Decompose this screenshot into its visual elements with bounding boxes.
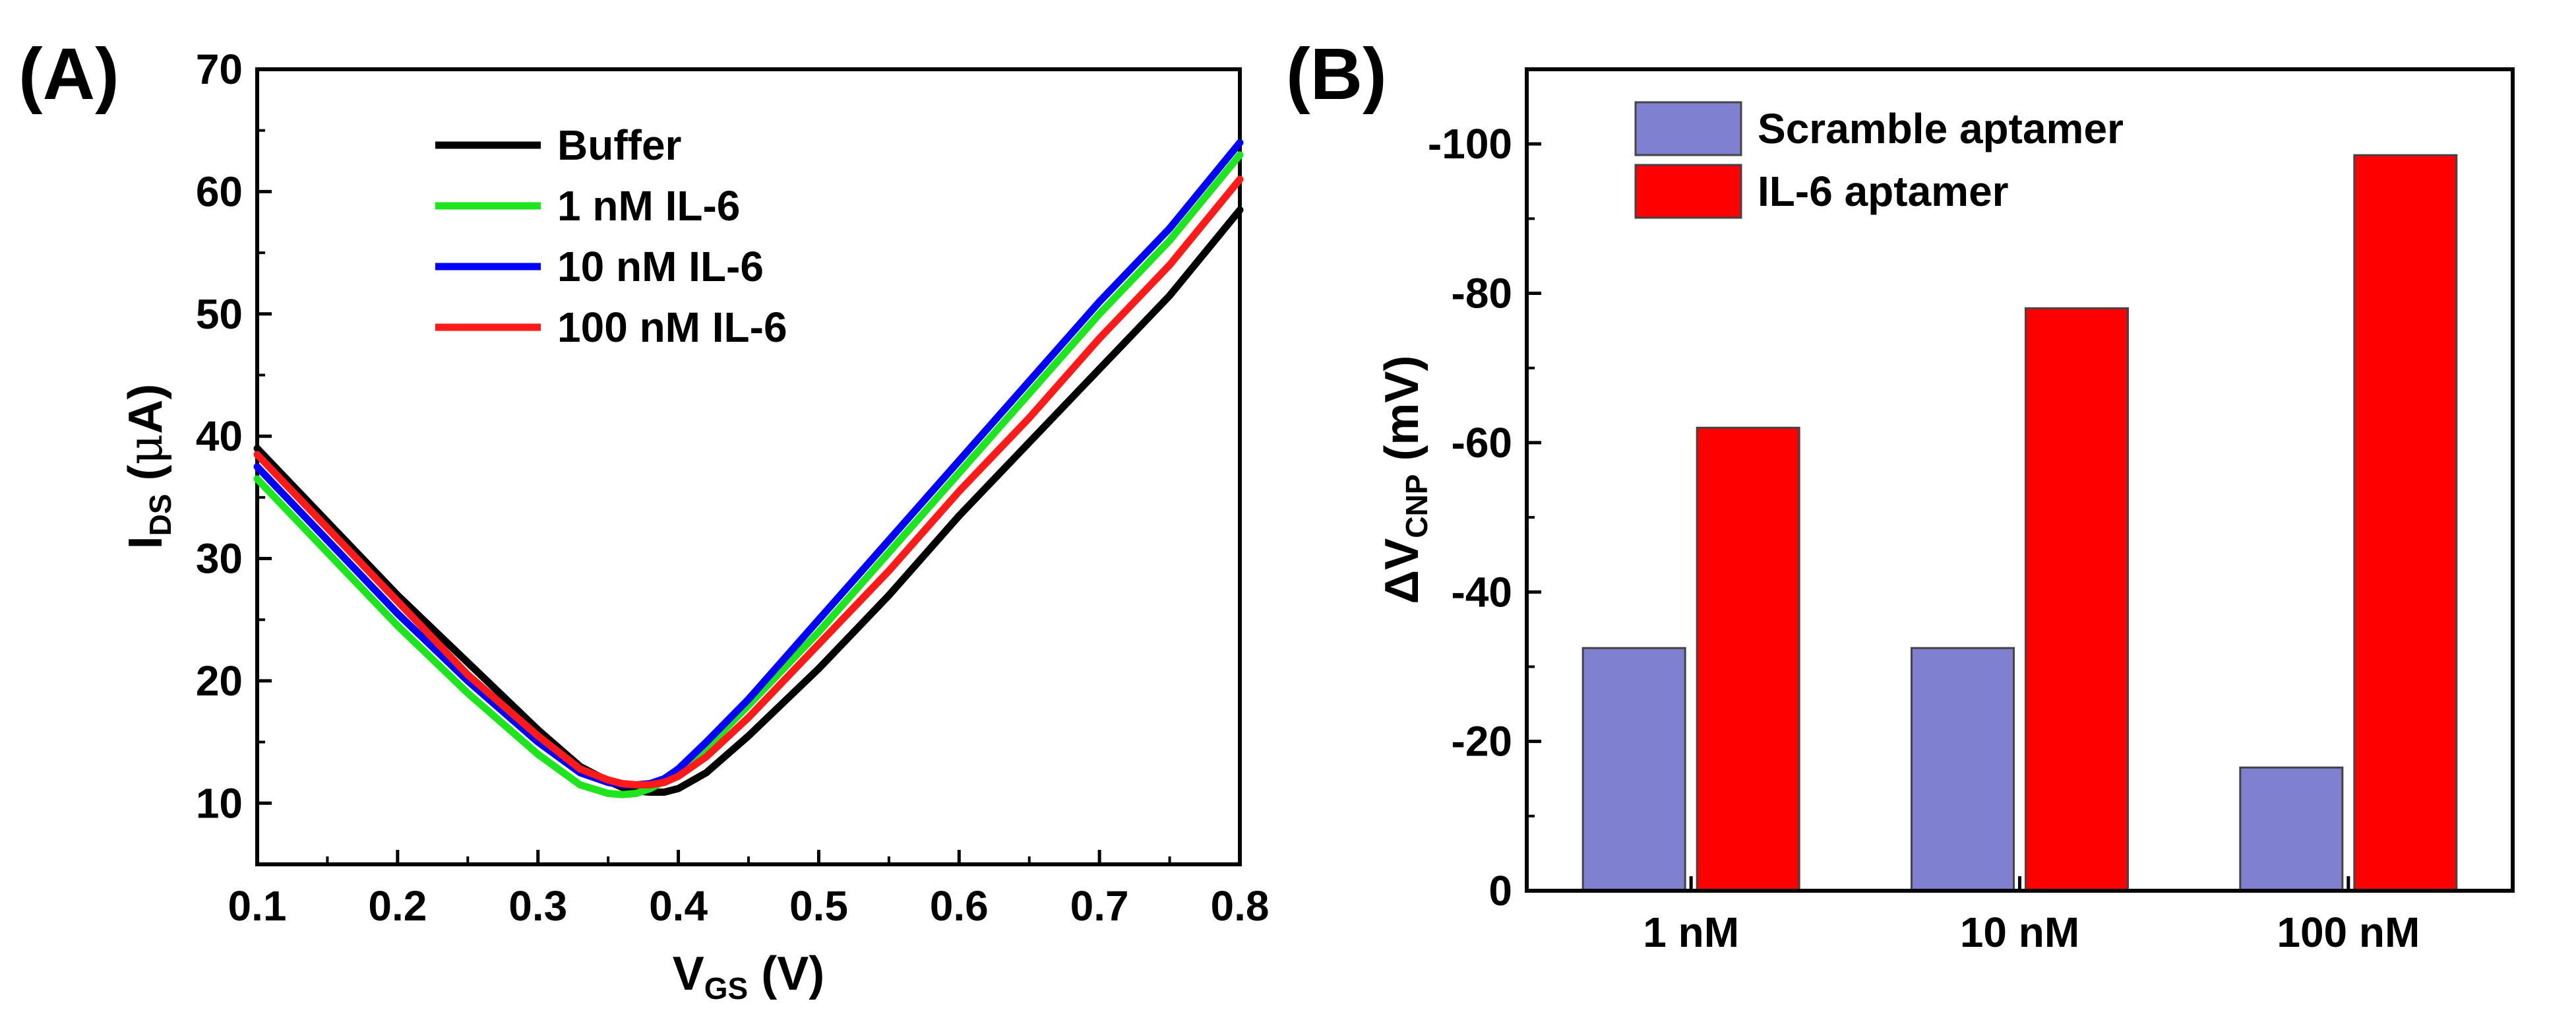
x-tick-label: 0.4 (649, 882, 708, 930)
y-axis-title-sub: DS (143, 494, 177, 536)
x-tick-label: 0.3 (508, 882, 567, 930)
bar-y-axis-title-main: ΔV (1376, 538, 1428, 604)
legend-label-10-nm-il-6: 10 nM IL-6 (557, 243, 764, 290)
bar-scramble-aptamer-10-nm (1911, 647, 2015, 892)
bar-il-6-aptamer-1-nm (1696, 426, 1800, 892)
legend-swatch-scramble-aptamer (1634, 101, 1742, 156)
bar-scramble-aptamer-1-nm (1581, 647, 1686, 892)
bar-y-axis-title-sub: CNP (1399, 474, 1434, 538)
panel-b-label: (B) (1286, 34, 1387, 115)
x-axis-title-unit: (V) (761, 947, 824, 1000)
legend-label-100-nm-il-6: 100 nM IL-6 (557, 304, 787, 351)
y-axis-title-unit-open: ( (119, 465, 172, 480)
line-chart-x-ticks: 0.1 0.2 0.3 0.4 0.5 0.6 0.7 0.8 (228, 850, 1270, 930)
bar-chart-frame (1525, 67, 2515, 893)
bar-chart-y-axis-title: ΔVCNP (mV) (1376, 356, 1434, 604)
x-tick-label: 0.2 (368, 882, 427, 930)
bar-x-tick-label: 100 nM (2277, 909, 2420, 956)
panel-a: (A) 0.1 0.2 0.3 0.4 0.5 0.6 0.7 0.8 10203040506… (18, 34, 1269, 1006)
legend-swatch-il-6-aptamer (1634, 164, 1742, 219)
bar-scramble-aptamer-100-nm (2239, 766, 2344, 892)
y-tick-label: 40 (196, 412, 243, 460)
x-tick-label: 0.1 (228, 882, 287, 930)
panel-b: (B) 1 nM 10 nM 100 nM 0 -20 -40 -60 -80 -100 Sc… (1286, 34, 2515, 956)
bar-il-6-aptamer-10-nm (2025, 307, 2129, 892)
y-axis-title-unit-greek: μ (117, 434, 173, 465)
series-line-100-nm-il-6 (253, 176, 1244, 788)
bar-y-axis-title-spacer (1376, 461, 1428, 474)
y-tick-label: 20 (196, 657, 243, 705)
legend-label-1-nm-il-6: 1 nM IL-6 (557, 182, 740, 230)
bar-chart-bars (1581, 154, 2458, 892)
bar-chart-y-ticks: 0 -20 -40 -60 -80 -100 (1428, 120, 1541, 914)
bar-y-tick-label: 0 (1488, 867, 1512, 914)
y-tick-label: 70 (196, 46, 243, 93)
bar-x-tick-label: 10 nM (1960, 909, 2079, 956)
x-tick-label: 0.7 (1070, 882, 1129, 930)
bar-il-6-aptamer-100-nm (2353, 154, 2458, 892)
y-tick-label: 60 (196, 168, 243, 215)
line-chart-y-axis-title: IDS (μA) (117, 384, 177, 550)
x-axis-title-unit-spacer (748, 947, 761, 1000)
legend-label-scramble-aptamer: Scramble aptamer (1758, 105, 2124, 152)
x-tick-label: 0.8 (1211, 882, 1270, 930)
bar-y-tick-label: -20 (1452, 718, 1513, 765)
y-axis-title-unit-rest: A) (119, 384, 172, 434)
line-chart-series (253, 139, 1244, 798)
legend-label-buffer: Buffer (557, 121, 681, 169)
x-tick-label: 0.5 (789, 882, 848, 930)
y-axis-title-spacer (119, 480, 172, 494)
bar-y-tick-label: -100 (1428, 120, 1512, 168)
line-chart-legend: Buffer 1 nM IL-6 10 nM IL-6 100 nM IL-6 (435, 121, 787, 351)
legend-label-il-6-aptamer: IL-6 aptamer (1758, 168, 2009, 215)
line-chart-y-ticks: 10 20 30 40 50 60 70 (196, 46, 272, 827)
bar-y-tick-label: -60 (1452, 419, 1513, 466)
x-tick-label: 0.6 (930, 882, 989, 930)
x-axis-title-main: V (673, 947, 704, 1000)
x-axis-title-sub: GS (704, 971, 748, 1006)
panel-a-label: (A) (18, 34, 119, 115)
y-tick-label: 10 (196, 779, 243, 827)
bar-chart-legend: Scramble aptamer IL-6 aptamer (1634, 101, 2124, 219)
y-tick-label: 30 (196, 535, 243, 583)
line-chart-x-axis-title: VGS (V) (673, 947, 825, 1006)
line-chart-frame (255, 67, 1242, 866)
bar-y-tick-label: -40 (1452, 568, 1513, 616)
series-line-10-nm-il-6 (253, 139, 1244, 788)
bar-y-axis-title-unit: (mV) (1376, 356, 1428, 461)
y-axis-title-main: I (119, 536, 172, 549)
bar-x-tick-label: 1 nM (1643, 909, 1739, 956)
bar-y-tick-label: -80 (1452, 270, 1513, 317)
bar-chart-x-ticks: 1 nM 10 nM 100 nM (1643, 876, 2420, 956)
series-line-buffer (253, 206, 1244, 796)
y-tick-label: 50 (196, 290, 243, 338)
